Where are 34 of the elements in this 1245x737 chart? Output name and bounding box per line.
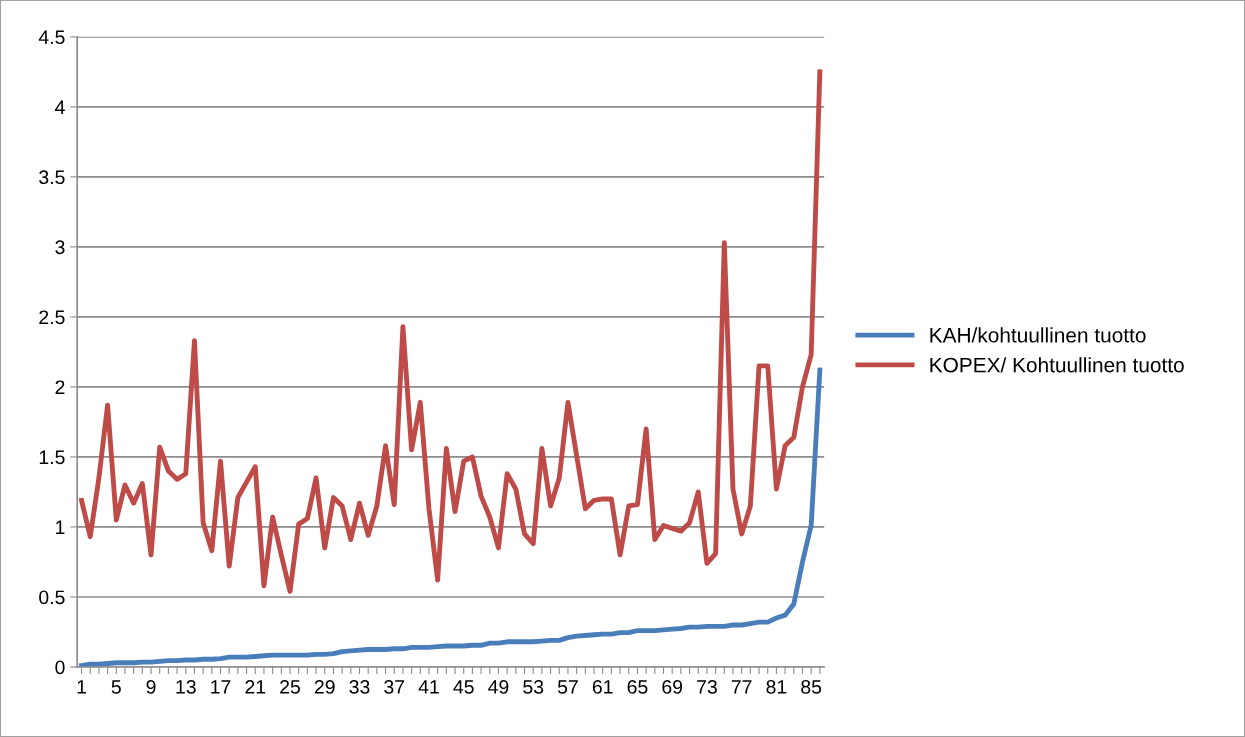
x-tick-label: 61 xyxy=(592,680,613,694)
x-tick-label: 57 xyxy=(557,680,578,694)
x-tick-label: 29 xyxy=(314,680,335,694)
x-tick-label: 1 xyxy=(77,680,86,694)
x-tick-label: 85 xyxy=(801,680,822,694)
x-tick-label: 77 xyxy=(731,680,752,694)
x-tick-label: 41 xyxy=(418,680,439,694)
x-tick-label: 69 xyxy=(662,680,683,694)
x-tick-label: 9 xyxy=(146,680,156,694)
x-tick-label: 81 xyxy=(766,680,787,694)
y-tick-label: 1 xyxy=(56,520,65,534)
x-tick-label: 21 xyxy=(245,680,266,694)
x-tick-label: 45 xyxy=(453,680,474,694)
x-tick-label: 65 xyxy=(627,680,648,694)
y-tick-label: 4 xyxy=(55,100,65,114)
y-tick-label: 4.5 xyxy=(38,30,65,45)
x-tick-label: 17 xyxy=(211,680,231,694)
y-tick-label: 0 xyxy=(55,660,65,675)
y-tick-label: 1.5 xyxy=(39,450,65,465)
y-tick-label: 2.5 xyxy=(39,310,65,325)
y-tick-label: 0.5 xyxy=(39,590,65,605)
x-tick-label: 49 xyxy=(488,680,509,694)
x-tick-label: 37 xyxy=(384,680,405,694)
y-tick-label: 2 xyxy=(55,380,65,394)
x-tick-label: 25 xyxy=(280,680,300,694)
x-tick-label: 53 xyxy=(523,680,544,694)
y-tick-label: 3 xyxy=(55,240,65,255)
legend-label: KOPEX/ Kohtuullinen tuotto xyxy=(930,357,1184,373)
legend-label: KAH/kohtuullinen tuotto xyxy=(930,327,1146,343)
x-tick-label: 5 xyxy=(111,680,121,694)
y-tick-label: 3.5 xyxy=(39,170,65,185)
x-tick-label: 73 xyxy=(697,680,717,694)
x-tick-label: 13 xyxy=(176,680,196,694)
x-tick-label: 33 xyxy=(349,680,370,694)
